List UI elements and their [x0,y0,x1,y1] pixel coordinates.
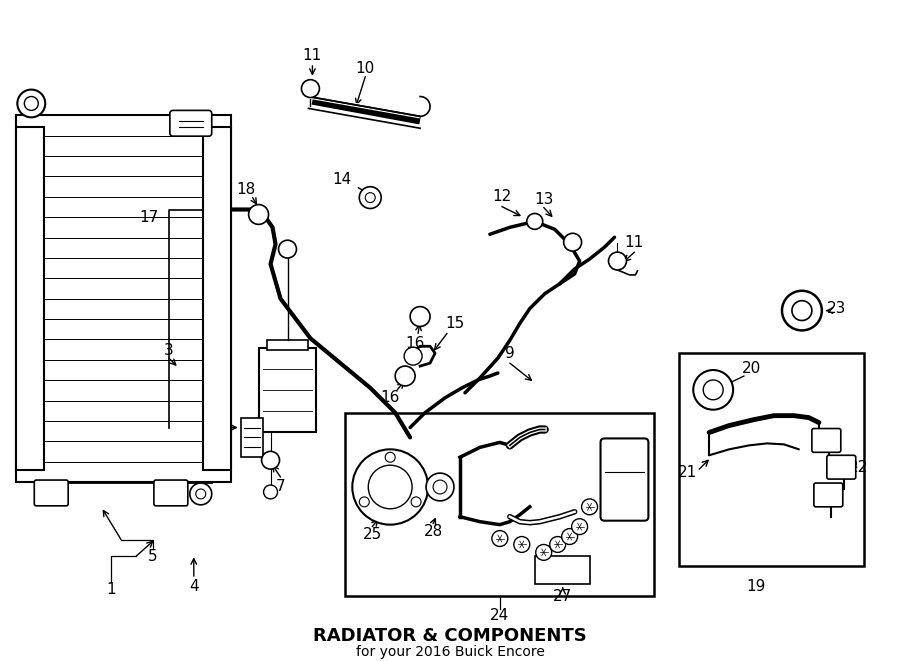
Text: 18: 18 [236,182,256,197]
Bar [258,348,317,432]
Text: 21: 21 [678,465,697,480]
Circle shape [248,204,268,224]
Circle shape [395,366,415,386]
Circle shape [782,291,822,330]
Circle shape [492,531,508,547]
Circle shape [359,186,382,208]
Text: 4: 4 [189,578,199,594]
Text: 5: 5 [148,549,157,564]
Circle shape [385,452,395,462]
Text: 14: 14 [333,173,352,187]
Text: 25: 25 [363,527,382,542]
FancyBboxPatch shape [170,110,211,136]
Circle shape [608,252,626,270]
Text: 24: 24 [491,608,509,623]
Text: 22: 22 [849,459,868,475]
Circle shape [17,90,45,118]
Circle shape [433,480,447,494]
Bar [240,418,263,457]
Text: 11: 11 [625,235,644,250]
Text: 12: 12 [492,189,511,204]
Circle shape [792,301,812,321]
FancyBboxPatch shape [814,483,842,507]
Bar [346,412,654,596]
FancyBboxPatch shape [827,455,856,479]
Circle shape [562,529,578,545]
Circle shape [563,233,581,251]
Text: 8: 8 [266,380,275,395]
Circle shape [536,545,552,561]
Circle shape [368,465,412,509]
Text: 28: 28 [423,524,443,539]
Circle shape [581,499,598,515]
Circle shape [24,97,39,110]
Text: 16: 16 [405,336,425,351]
FancyBboxPatch shape [812,428,841,452]
Text: 26: 26 [626,507,646,522]
Circle shape [411,497,421,507]
Bar [202,128,230,470]
Text: 16: 16 [381,390,400,405]
Bar [16,128,44,470]
Text: 7: 7 [275,479,285,494]
Bar [680,353,864,566]
Circle shape [196,489,206,499]
Circle shape [365,192,375,202]
Circle shape [404,347,422,365]
FancyBboxPatch shape [154,480,188,506]
Circle shape [550,537,565,553]
Text: 13: 13 [534,192,554,207]
Circle shape [410,307,430,327]
Text: 17: 17 [140,210,158,225]
Circle shape [693,370,733,410]
Text: 27: 27 [553,588,572,603]
Text: for your 2016 Buick Encore: for your 2016 Buick Encore [356,644,544,658]
Text: 9: 9 [505,346,515,361]
Bar [266,340,309,350]
Circle shape [514,537,530,553]
FancyBboxPatch shape [34,480,68,506]
FancyBboxPatch shape [600,438,648,521]
Circle shape [359,497,369,507]
Circle shape [572,519,588,535]
Text: 6: 6 [302,356,311,371]
Circle shape [426,473,454,501]
Circle shape [302,80,319,98]
Text: 19: 19 [746,578,766,594]
Circle shape [262,451,280,469]
Circle shape [352,449,428,525]
Circle shape [703,380,724,400]
Bar [16,116,230,482]
Text: 15: 15 [446,316,464,331]
Text: 10: 10 [356,61,375,76]
Circle shape [190,483,212,505]
Circle shape [526,214,543,229]
Text: 20: 20 [742,360,760,375]
Bar [535,557,590,584]
Text: 1: 1 [106,582,116,597]
Text: 2: 2 [202,352,212,368]
Circle shape [278,240,296,258]
Text: 11: 11 [302,48,322,63]
Text: RADIATOR & COMPONENTS: RADIATOR & COMPONENTS [313,627,587,644]
Text: 3: 3 [164,343,174,358]
Circle shape [264,485,277,499]
Text: 23: 23 [827,301,847,316]
